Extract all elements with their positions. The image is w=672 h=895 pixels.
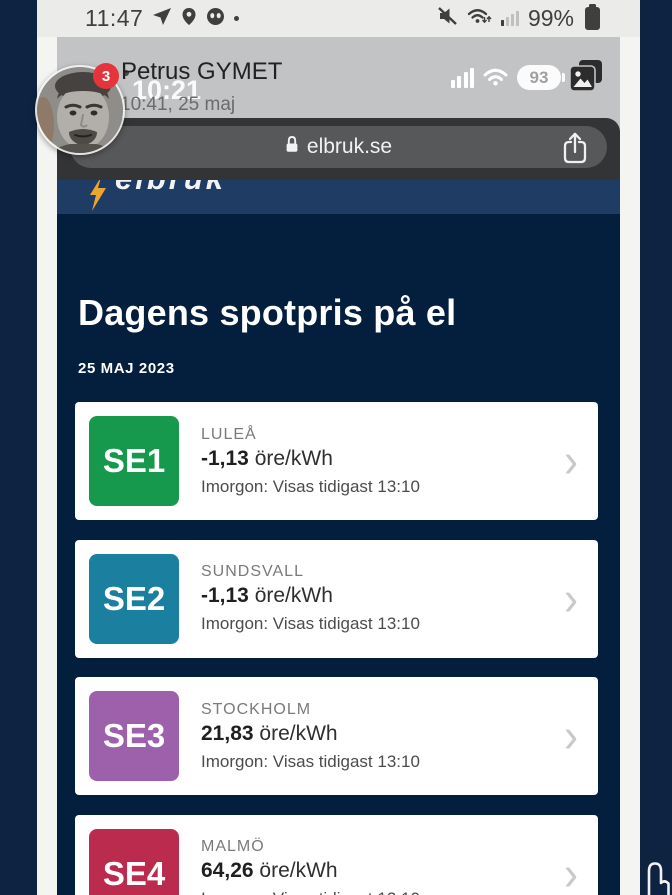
card-note: Imorgon: Visas tidigast 13:10	[201, 614, 420, 633]
card-price: -1,13 öre/kWh	[201, 584, 564, 608]
notification-banner[interactable]: 10:21 Petrus GYMET 10:41, 25 maj 93	[57, 37, 620, 118]
location-icon	[181, 5, 197, 32]
chevron-right-icon: ›	[564, 570, 578, 625]
lock-icon	[285, 135, 299, 159]
zone-badge-se2: SE2	[89, 553, 179, 644]
site-logo-text[interactable]: elbruk	[115, 180, 226, 197]
avatar-status-icon	[206, 5, 225, 32]
url-text: elbruk.se	[306, 135, 393, 158]
card-info: MALMÖ 64,26 öre/kWh Imorgon: Visas tidig…	[201, 838, 564, 895]
inner-battery-badge: 93	[517, 65, 565, 90]
card-note: Imorgon: Visas tidigast 13:10	[201, 751, 420, 771]
pointer-cursor-icon	[644, 856, 670, 895]
zone-badge-se1: SE1	[89, 416, 179, 506]
page-title: Dagens spotpris på el	[78, 292, 457, 333]
price-unit: öre/kWh	[248, 446, 333, 470]
zone-badge-se3: SE3	[89, 691, 179, 781]
zone-badge-se4: SE4	[89, 828, 179, 895]
signal-icon	[500, 11, 519, 26]
notification-title: Petrus GYMET	[121, 58, 283, 85]
price-value: -1,13	[201, 584, 249, 607]
card-info: SUNDSVALL -1,13 öre/kWh Imorgon: Visas t…	[201, 563, 564, 634]
site-header: elbruk	[57, 180, 620, 214]
card-note: Imorgon: Visas tidigast 13:10	[201, 889, 564, 895]
card-note: Imorgon: Visas tidigast 13:10	[201, 476, 420, 496]
card-price: 21,83 öre/kWh	[201, 722, 564, 746]
card-price: 64,26 öre/kWh	[201, 859, 564, 883]
inner-signal-icon	[450, 67, 474, 88]
price-card-se1[interactable]: SE1 LULEÅ -1,13 öre/kWh Imorgon: Visas t…	[75, 402, 598, 520]
chevron-right-icon: ›	[564, 433, 578, 488]
price-unit: öre/kWh	[253, 721, 338, 745]
share-icon[interactable]	[560, 130, 590, 166]
inner-status-time: 10:21	[132, 75, 202, 105]
price-card-se2[interactable]: SE2 SUNDSVALL -1,13 öre/kWh Imorgon: Vis…	[75, 539, 598, 658]
price-card-list: SE1 LULEÅ -1,13 öre/kWh Imorgon: Visas t…	[75, 402, 598, 895]
address-bar[interactable]: elbruk.se	[70, 126, 607, 168]
chevron-right-icon: ›	[564, 845, 578, 895]
card-region: SUNDSVALL	[201, 563, 304, 580]
price-value: -1,13	[201, 446, 249, 470]
card-region: MALMÖ	[201, 838, 265, 855]
card-region: LULEÅ	[201, 425, 257, 443]
card-info: LULEÅ -1,13 öre/kWh Imorgon: Visas tidig…	[201, 426, 564, 497]
page-date: 25 MAJ 2023	[78, 360, 175, 377]
price-value: 21,83	[201, 721, 254, 745]
battery-icon	[585, 4, 600, 30]
inner-wifi-icon	[483, 64, 508, 91]
notification-dot-icon	[234, 16, 240, 21]
viewed-screenshot-image: 10:21 Petrus GYMET 10:41, 25 maj 93 elbr…	[57, 37, 620, 895]
price-unit: öre/kWh	[253, 859, 338, 882]
price-card-se3[interactable]: SE3 STOCKHOLM 21,83 öre/kWh Imorgon: Vis…	[75, 677, 598, 795]
card-info: STOCKHOLM 21,83 öre/kWh Imorgon: Visas t…	[201, 701, 564, 772]
logo-bolt-icon	[88, 180, 108, 214]
chevron-right-icon: ›	[564, 708, 578, 763]
price-card-se4[interactable]: SE4 MALMÖ 64,26 öre/kWh Imorgon: Visas t…	[75, 814, 598, 895]
photos-icon	[569, 59, 603, 96]
card-region: STOCKHOLM	[201, 700, 312, 718]
mute-icon	[437, 5, 458, 32]
price-value: 64,26	[201, 859, 254, 882]
page-content: Dagens spotpris på el 25 MAJ 2023 SE1 LU…	[57, 214, 620, 895]
clock: 11:47	[85, 5, 144, 31]
app-dot-icon	[123, 70, 129, 76]
wifi-icon	[467, 5, 492, 32]
unread-count-badge[interactable]: 3	[93, 63, 119, 89]
send-icon	[152, 5, 172, 32]
notification-timestamp: 10:41, 25 maj	[120, 94, 236, 115]
battery-percent: 99%	[527, 5, 574, 31]
price-unit: öre/kWh	[248, 584, 333, 607]
card-price: -1,13 öre/kWh	[201, 447, 564, 471]
outer-status-bar: 11:47 99%	[37, 0, 640, 37]
browser-chrome: elbruk.se	[57, 118, 620, 180]
